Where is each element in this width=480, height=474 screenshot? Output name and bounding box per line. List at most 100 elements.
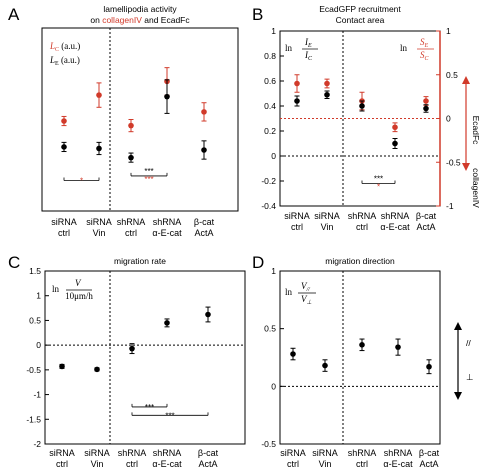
panel-a-series-0-point-0 — [61, 118, 67, 124]
panel-c-series-0-point-4 — [205, 311, 211, 318]
panel-d-category-label-1-0: siRNA — [312, 448, 338, 458]
panel-d-marks — [280, 338, 440, 387]
panel-d-category-label-4-0: β-cat — [419, 448, 440, 458]
panel-c-ytick-label-1: 1 — [36, 291, 41, 301]
panel-b-category-label-2-1: ctrl — [356, 222, 368, 232]
panel-b-category-label-2-0: shRNA — [348, 211, 377, 221]
panel-c-series-0-point-0 — [59, 363, 65, 370]
panel-b-series-1-point-1 — [324, 80, 330, 87]
panel-d-categories: siRNActrlsiRNAVinshRNActrlshRNAα-E-catβ-… — [280, 448, 439, 469]
panel-c-legend-num: V — [75, 278, 82, 288]
panel-a-marks: ******* — [61, 67, 207, 186]
panel-c-legend-ln: ln — [52, 284, 60, 294]
panel-d-ytick-label-3: -0.5 — [261, 439, 276, 449]
panel-b-ytick-label-5: 0 — [271, 151, 276, 161]
panel-d-right-indicator: // ⊥ — [454, 322, 474, 400]
panel-a: A lamellipodia activity on collagenIV an… — [8, 4, 239, 238]
panel-c-category-label-1-0: siRNA — [84, 448, 110, 458]
panel-b-right-arrow-down — [462, 163, 470, 171]
panel-b-legend-left: ln IE IC — [285, 37, 318, 62]
panel-b-ytick-label-6: -0.2 — [261, 176, 276, 186]
panel-b-legend-right-ln: ln — [400, 43, 408, 53]
panel-b-ytick-right-label-1: 0.5 — [446, 70, 458, 80]
panel-b-yticks: 1 0.8 0.6 0.4 0.2 0 -0.2 -0.4 — [261, 26, 284, 211]
panel-a-category-label-2-1: ctrl — [125, 228, 137, 238]
panel-d-yticks: 1 0.5 0 -0.5 — [261, 266, 284, 449]
panel-b-series-0-point-1 — [324, 91, 330, 98]
panel-b-ytick-label-2: 0.6 — [264, 76, 276, 86]
panel-a-series-0-point-4 — [201, 109, 207, 115]
panel-d-right-arrow-down — [454, 392, 462, 400]
panel-b-legend-den: IC — [304, 50, 313, 62]
panel-c-title: migration rate — [114, 256, 166, 266]
panel-b-series-0-point-3 — [392, 140, 398, 147]
panel-b-ytick-right-label-4: -1 — [446, 201, 454, 211]
panel-a-plot-frame — [41, 27, 239, 212]
panel-b-yticks-right: 1 0.5 0 -0.5 -1 — [436, 26, 461, 211]
panel-b-series-0-point-2 — [359, 103, 365, 109]
panel-b-legend-right-num: SE — [420, 37, 429, 49]
panel-b-ytick-label-0: 1 — [271, 26, 276, 36]
panel-a-category-label-0-1: ctrl — [58, 228, 70, 238]
panel-c-category-label-1-1: Vin — [91, 459, 104, 469]
panel-c-yticks: 1.5 1 0.5 0 -0.5 -1 -1.5 -2 — [26, 266, 49, 449]
panel-c-ytick-label-3: 0 — [36, 340, 41, 350]
panel-d-category-label-1-1: Vin — [319, 459, 332, 469]
panel-c-category-label-0-0: siRNA — [49, 448, 75, 458]
panel-d-category-label-3-0: shRNA — [384, 448, 413, 458]
panel-b-ytick-right-label-0: 1 — [446, 26, 451, 36]
panel-b-ytick-label-3: 0.4 — [264, 101, 276, 111]
panel-b-legend-right-den: SC — [420, 50, 430, 62]
panel-b-title-line2: Contact area — [336, 15, 385, 25]
panel-a-series-1-point-0 — [61, 144, 67, 150]
panel-a-sig-label-1-1: *** — [144, 175, 153, 184]
panel-letter-b: B — [252, 5, 263, 24]
panel-a-category-label-4-1: ActA — [194, 228, 213, 238]
panel-c-marks: *** *** — [45, 306, 245, 420]
panel-c-categories: siRNActrlsiRNAVinshRNActrlshRNAα-E-catβ-… — [49, 448, 218, 469]
panel-c-category-label-4-1: ActA — [198, 459, 217, 469]
panel-b-ytick-right-label-2: 0 — [446, 114, 451, 124]
panel-a-title-red: collagenIV — [102, 15, 142, 25]
panel-d-plot-frame — [279, 270, 441, 445]
panel-a-sig-label-0-0: * — [80, 177, 83, 186]
panel-letter-a: A — [8, 5, 20, 24]
panel-c-sig-label-0-0: *** — [145, 403, 154, 412]
panel-c-plot-frame — [44, 270, 246, 445]
panel-b-right-ylabel-bottom: collagenIV — [471, 168, 480, 208]
panel-a-category-label-3-1: α-E-cat — [152, 228, 182, 238]
panel-d-series-0-point-0 — [290, 351, 296, 357]
panel-b-sig-label-0-0: *** — [374, 175, 383, 184]
panel-b-right-ylabel-top: EcadFc — [471, 116, 480, 146]
panel-c-category-label-2-1: ctrl — [126, 459, 138, 469]
panel-b-category-label-4-1: ActA — [416, 222, 435, 232]
panel-d-legend-ln: ln — [285, 287, 293, 297]
panel-a-series-0-point-1 — [96, 92, 102, 98]
panel-b-ytick-label-7: -0.4 — [261, 201, 276, 211]
panel-d-ytick-label-0: 1 — [271, 266, 276, 276]
panel-d-right-arrow-up — [454, 322, 462, 330]
panel-a-category-label-0-0: siRNA — [51, 217, 77, 227]
panel-b-category-label-0-0: siRNA — [284, 211, 310, 221]
panel-b-legend-num: IE — [304, 37, 312, 49]
panel-d-category-label-2-1: ctrl — [356, 459, 368, 469]
panel-a-category-label-1-1: Vin — [93, 228, 106, 238]
panel-b-category-label-1-1: Vin — [321, 222, 334, 232]
panel-a-title-mid: and — [142, 15, 161, 25]
panel-d-legend-den: V⊥ — [301, 294, 312, 306]
panel-a-legend: LC (a.u.) LE (a.u.) — [49, 41, 80, 67]
panel-c-sig-label-1-0: *** — [165, 411, 174, 420]
panel-a-series-0-point-2 — [128, 122, 134, 129]
panel-d-category-label-4-1: ActA — [419, 459, 438, 469]
panel-b-right-arrow-up — [462, 76, 470, 84]
panel-a-legend-lc: LC (a.u.) — [49, 41, 80, 53]
panel-b-ytick-label-4: 0.2 — [264, 126, 276, 136]
panel-b-ytick-label-1: 0.8 — [264, 51, 276, 61]
panel-a-series-1-point-1 — [96, 145, 102, 152]
panel-a-series-1-point-2 — [128, 154, 134, 161]
panel-c-series-0-point-2 — [129, 345, 135, 352]
panel-a-legend-le: LE (a.u.) — [49, 55, 80, 67]
panel-b-series-1-point-0 — [294, 80, 300, 87]
panel-c-legend: ln V 10μm/h — [52, 278, 93, 301]
